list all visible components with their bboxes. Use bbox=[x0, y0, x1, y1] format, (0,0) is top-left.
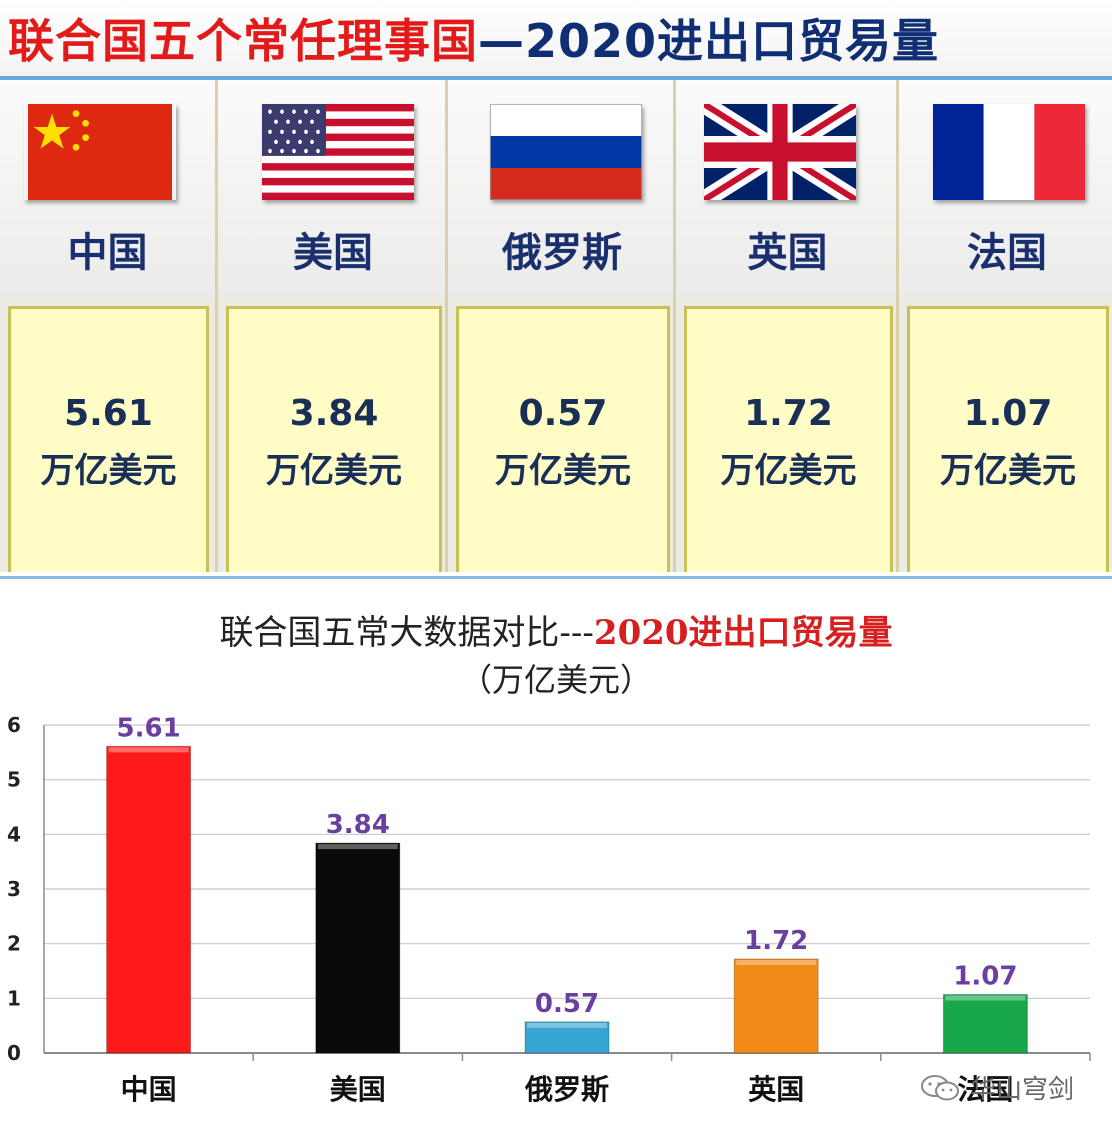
data-label: 1.72 bbox=[744, 926, 808, 956]
bar bbox=[315, 842, 401, 1054]
x-tick-label: 中国 bbox=[121, 1073, 177, 1106]
bar-highlight bbox=[736, 959, 817, 965]
x-tick-label: 俄罗斯 bbox=[524, 1073, 609, 1106]
china-flag-icon bbox=[28, 104, 172, 200]
bar bbox=[106, 745, 192, 1054]
bar bbox=[942, 994, 1028, 1054]
value-box: 3.84 万亿美元 bbox=[226, 306, 442, 572]
x-tick-label: 英国 bbox=[748, 1073, 804, 1106]
country-name: 美国 bbox=[293, 230, 373, 276]
card-header: 俄罗斯 bbox=[448, 80, 676, 296]
uk-flag-icon bbox=[704, 104, 856, 200]
page-title-red: 联合国五个常任理事国 bbox=[8, 14, 478, 68]
country-name: 中国 bbox=[67, 230, 148, 276]
y-tick-label: 2 bbox=[7, 932, 21, 956]
y-tick-label: 1 bbox=[7, 986, 21, 1010]
card-header: 英国 bbox=[676, 80, 899, 296]
country-name: 英国 bbox=[747, 230, 828, 276]
country-name: 法国 bbox=[967, 230, 1047, 276]
bar-highlight bbox=[527, 1022, 607, 1028]
watermark-text: 华山穹剑 bbox=[970, 1075, 1075, 1105]
y-tick-label: 0 bbox=[7, 1041, 21, 1065]
chart-title-highlight: 2020进出口贸易量 bbox=[593, 613, 893, 653]
russia-flag-icon bbox=[490, 104, 642, 200]
bar bbox=[524, 1021, 610, 1054]
chart-title: 联合国五常大数据对比---2020进出口贸易量 bbox=[0, 605, 1112, 654]
france-flag-icon bbox=[933, 104, 1085, 200]
country-card-france: 法国 1.07 万亿美元 bbox=[896, 80, 1112, 572]
country-card-uk: 英国 1.72 万亿美元 bbox=[673, 80, 899, 572]
data-label: 3.84 bbox=[326, 810, 390, 840]
y-tick-label: 4 bbox=[7, 822, 21, 846]
trade-unit: 万亿美元 bbox=[266, 451, 402, 491]
value-box: 1.07 万亿美元 bbox=[907, 306, 1109, 572]
page-title-banner: 联合国五个常任理事国 —2020进出口贸易量 bbox=[0, 0, 1112, 80]
bar-chart-panel: 联合国五常大数据对比---2020进出口贸易量 （万亿美元） 0 1 2 3 4 5 6 5.… bbox=[0, 576, 1112, 1130]
data-label: 0.57 bbox=[535, 989, 599, 1019]
trade-unit: 万亿美元 bbox=[40, 451, 177, 491]
card-header: 美国 bbox=[218, 80, 448, 296]
y-tick-label: 5 bbox=[7, 768, 21, 792]
trade-value: 5.61 bbox=[64, 393, 153, 434]
trade-value: 1.07 bbox=[963, 393, 1053, 434]
value-box: 1.72 万亿美元 bbox=[684, 306, 893, 572]
country-card-china: 中国 5.61 万亿美元 bbox=[0, 80, 215, 572]
y-tick-label: 3 bbox=[7, 877, 21, 901]
country-card-russia: 俄罗斯 0.57 万亿美元 bbox=[445, 80, 676, 572]
trade-value: 3.84 bbox=[289, 393, 379, 434]
chart-subtitle: （万亿美元） bbox=[459, 661, 652, 699]
page-title-blue: —2020进出口贸易量 bbox=[478, 14, 940, 68]
bar-chart: 0 1 2 3 4 5 6 5.61 中国 3.84 美国 0.57 俄罗斯 1.72 英国 1.07 法国 bbox=[7, 713, 1091, 1106]
trade-value: 0.57 bbox=[518, 393, 608, 434]
bar-highlight bbox=[945, 995, 1026, 1001]
trade-unit: 万亿美元 bbox=[495, 451, 631, 491]
country-name: 俄罗斯 bbox=[502, 230, 622, 276]
bar-highlight bbox=[317, 844, 398, 850]
trade-unit: 万亿美元 bbox=[940, 451, 1076, 491]
y-tick-label: 6 bbox=[7, 713, 21, 737]
x-tick-label: 美国 bbox=[330, 1073, 386, 1106]
bar bbox=[733, 958, 819, 1054]
data-label: 5.61 bbox=[117, 713, 181, 743]
usa-flag-icon bbox=[262, 104, 414, 200]
x-tick-label: 法国 bbox=[957, 1073, 1013, 1106]
country-card-usa: 美国 3.84 万亿美元 bbox=[215, 80, 448, 572]
country-grid: 中国 5.61 万亿美元 bbox=[0, 80, 1112, 621]
card-header: 法国 bbox=[899, 80, 1112, 296]
trade-unit: 万亿美元 bbox=[720, 451, 857, 491]
data-label: 1.07 bbox=[953, 962, 1017, 992]
value-box: 0.57 万亿美元 bbox=[456, 306, 670, 572]
wechat-icon bbox=[921, 1074, 959, 1100]
card-header: 中国 bbox=[0, 80, 215, 296]
watermark-bottom: 华山穹剑 bbox=[920, 1069, 1074, 1106]
trade-value: 1.72 bbox=[744, 393, 833, 434]
chart-title-main: 联合国五常大数据对比--- bbox=[219, 613, 594, 653]
value-box: 5.61 万亿美元 bbox=[8, 306, 209, 572]
bar-highlight bbox=[108, 747, 189, 753]
